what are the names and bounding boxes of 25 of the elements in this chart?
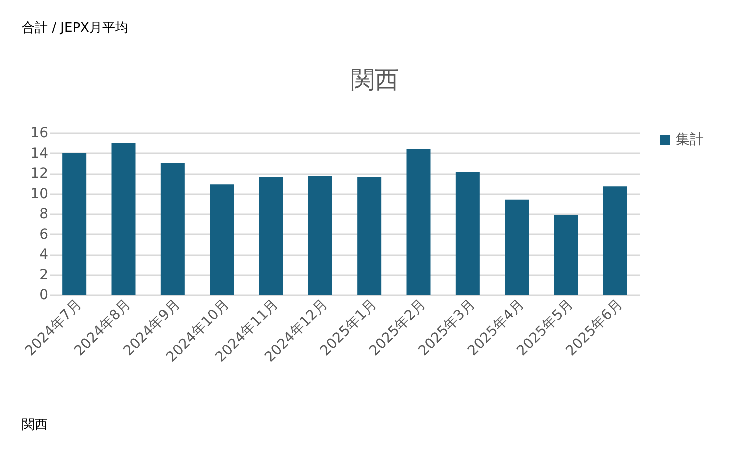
y-tick-label: 10 (30, 186, 48, 202)
y-tick-label: 2 (40, 267, 48, 284)
legend-label: 集計 (676, 132, 704, 148)
bar (358, 178, 382, 295)
bar (308, 176, 332, 295)
bar (210, 184, 234, 295)
bar (603, 186, 628, 295)
chart-title: 関西 (351, 66, 399, 94)
bar (112, 143, 136, 295)
bar (554, 215, 578, 295)
bar (160, 163, 185, 295)
y-tick-label: 4 (40, 247, 49, 263)
y-tick-label: 6 (40, 226, 49, 243)
y-tick-label: 8 (40, 206, 48, 222)
bar (505, 200, 530, 295)
y-tick-label: 0 (40, 288, 48, 304)
y-tick-label: 14 (30, 146, 49, 162)
y-tick-label: 16 (30, 126, 49, 142)
bar (456, 172, 480, 295)
text: 合計 / JEPX月平均 (22, 21, 128, 36)
bar (62, 153, 87, 295)
bar (259, 178, 284, 295)
bar (406, 149, 431, 295)
text: 関西 (22, 418, 48, 433)
y-tick-label: 12 (30, 166, 48, 182)
